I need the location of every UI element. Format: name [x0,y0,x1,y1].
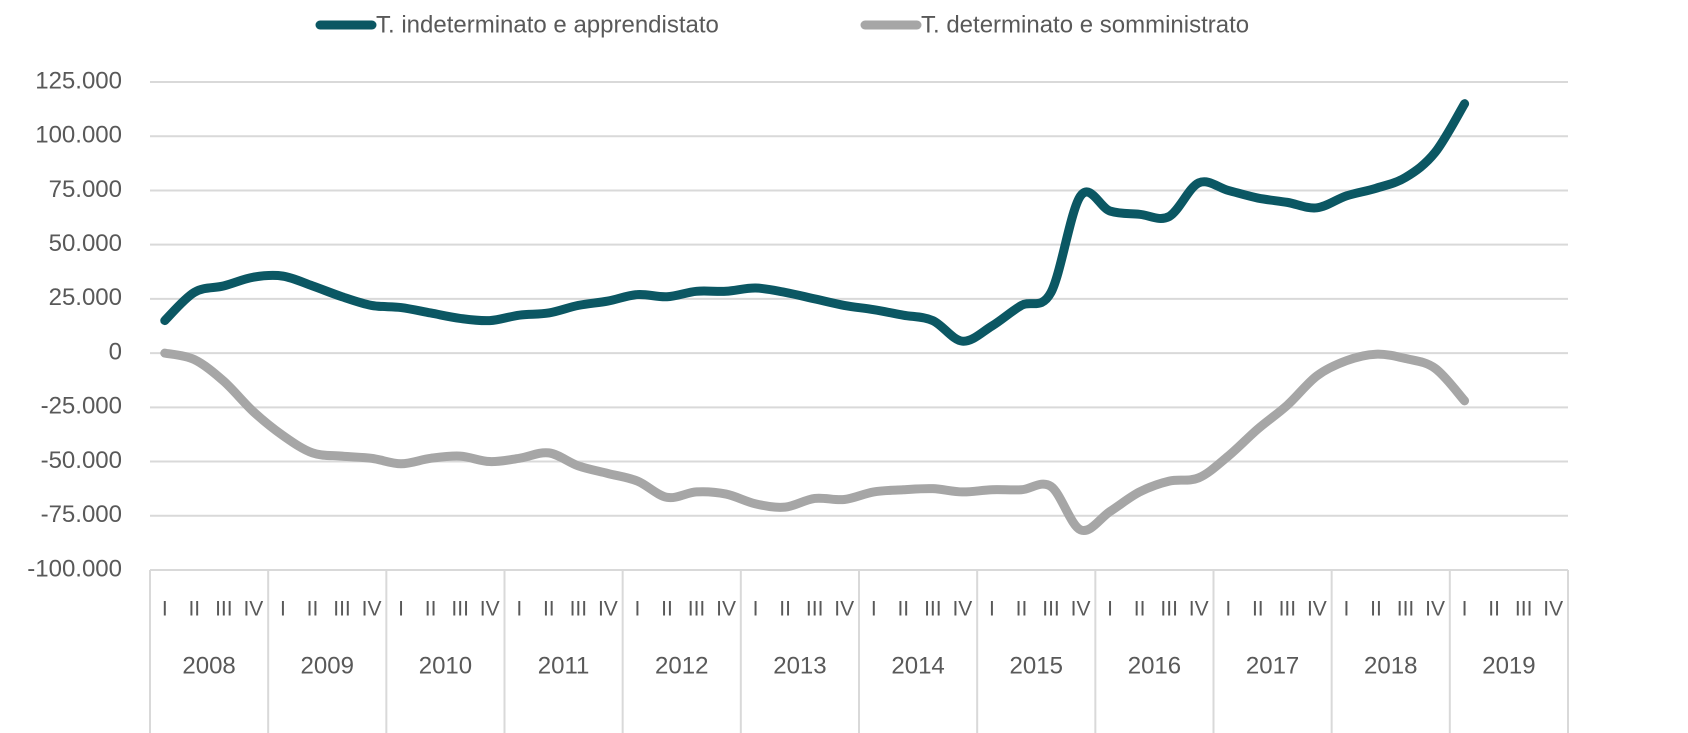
x-tick-label: II [188,598,200,621]
x-tick-label: III [1042,598,1060,621]
y-tick-label: -75.000 [41,501,122,528]
x-group-label: 2019 [1482,652,1535,679]
y-tick-label: -50.000 [41,447,122,474]
x-tick-label: III [1279,598,1297,621]
x-tick-label: III [215,598,233,621]
x-tick-label: IV [1307,598,1327,621]
x-tick-label: II [779,598,791,621]
x-tick-label: I [753,598,759,621]
data-line [160,348,1470,535]
x-tick-label: I [1462,598,1468,621]
x-group-label: 2017 [1246,652,1299,679]
x-tick-label: III [333,598,351,621]
x-tick-label: II [1134,598,1146,621]
x-tick-label: I [989,598,995,621]
x-tick-label: I [871,598,877,621]
x-tick-label: IV [598,598,618,621]
x-tick-label: IV [834,598,854,621]
x-tick-label: III [1160,598,1178,621]
x-tick-label: II [425,598,437,621]
x-tick-label: I [398,598,404,621]
x-tick-label: IV [1425,598,1445,621]
x-tick-label: IV [1071,598,1091,621]
y-tick-label: -100.000 [27,555,122,582]
x-tick-label: IV [480,598,500,621]
x-tick-label: I [1107,598,1113,621]
x-tick-label: IV [1543,598,1563,621]
x-tick-label: III [1515,598,1533,621]
legend-label: T. indeterminato e apprendistato [376,11,719,38]
x-tick-label: I [635,598,641,621]
x-group-label: 2012 [655,652,708,679]
x-group-label: 2009 [301,652,354,679]
x-tick-label: IV [243,598,263,621]
x-tick-label: II [1488,598,1500,621]
x-group-label: 2014 [891,652,944,679]
x-tick-label: I [162,598,168,621]
legend-label: T. determinato e somministrato [921,11,1249,38]
x-group-label: 2010 [419,652,472,679]
x-tick-label: II [307,598,319,621]
x-tick-label: IV [362,598,382,621]
x-tick-label: I [1225,598,1231,621]
x-tick-label: II [1252,598,1264,621]
x-tick-label: II [1370,598,1382,621]
x-group-label: 2015 [1010,652,1063,679]
x-tick-label: I [1344,598,1350,621]
x-group-label: 2018 [1364,652,1417,679]
data-line [160,99,1470,346]
x-tick-label: IV [952,598,972,621]
x-tick-label: II [897,598,909,621]
x-group-label: 2011 [538,652,590,679]
y-tick-label: 75.000 [49,176,122,203]
x-tick-label: III [570,598,588,621]
x-tick-label: II [1016,598,1028,621]
y-tick-label: 100.000 [35,122,122,149]
x-tick-label: III [1397,598,1415,621]
x-tick-label: III [806,598,824,621]
x-tick-label: IV [716,598,736,621]
x-tick-label: IV [1189,598,1209,621]
x-group-label: 2013 [773,652,826,679]
x-tick-label: III [688,598,706,621]
x-tick-label: I [280,598,286,621]
x-group-label: 2016 [1128,652,1181,679]
y-tick-label: -25.000 [41,393,122,420]
x-group-label: 2008 [182,652,235,679]
x-tick-label: II [543,598,555,621]
x-tick-label: I [516,598,522,621]
y-tick-label: 50.000 [49,230,122,257]
y-tick-label: 0 [109,338,122,365]
x-tick-label: III [924,598,942,621]
y-tick-label: 25.000 [49,284,122,311]
x-tick-label: II [661,598,673,621]
x-tick-label: III [451,598,469,621]
y-tick-label: 125.000 [35,67,122,94]
